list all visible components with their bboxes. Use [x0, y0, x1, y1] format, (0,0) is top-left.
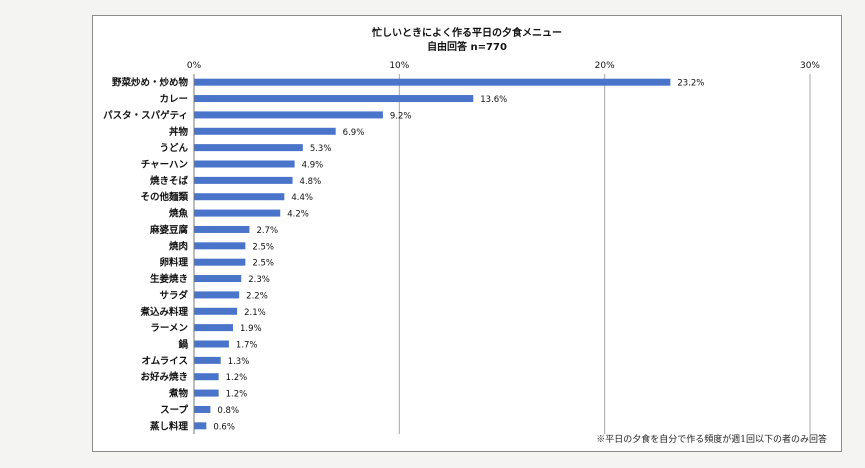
footnote: ※平日の夕食を自分で作る頻度が週1回以下の者のみ回答: [596, 435, 827, 445]
value-label: 4.2%: [287, 210, 309, 220]
category-label: 麻婆豆腐: [149, 224, 189, 236]
bar: [194, 144, 303, 152]
category-label: 生姜焼き: [150, 273, 188, 285]
value-label: 2.2%: [246, 291, 268, 301]
category-label: カレー: [159, 94, 188, 105]
category-label: スープ: [160, 404, 188, 416]
value-label: 2.1%: [244, 308, 266, 318]
x-tick-label: 30%: [800, 61, 820, 71]
bar: [194, 258, 246, 266]
value-label: 13.6%: [480, 95, 507, 105]
value-label: 2.5%: [252, 259, 274, 269]
bar-chart: 0% 10% 20% 30% 野菜炒め・炒め物 23.2% カレー 13.6% パスタ・スパゲテ…: [103, 61, 820, 434]
category-label: チャーハン: [141, 160, 188, 171]
category-label: その他麺類: [140, 191, 188, 203]
category-label: 焼肉: [169, 240, 188, 252]
value-label: 9.2%: [390, 111, 412, 121]
bar: [194, 111, 383, 119]
bar: [194, 324, 234, 332]
bar: [194, 242, 246, 250]
category-label: 焼魚: [169, 208, 189, 220]
x-tick-label: 20%: [595, 61, 615, 71]
value-label: 23.2%: [677, 79, 704, 89]
chart-subtitle: 自由回答 n=770: [427, 42, 507, 53]
category-label: 野菜炒め・炒め物: [112, 77, 189, 89]
category-label: オムライス: [142, 356, 188, 367]
category-label: うどん: [159, 142, 188, 154]
value-label: 6.9%: [343, 128, 365, 138]
value-label: 4.8%: [300, 177, 322, 187]
category-label: 焼きそば: [150, 175, 189, 187]
value-label: 4.4%: [291, 193, 313, 203]
bar: [194, 78, 671, 86]
bar: [194, 160, 295, 168]
x-tick-label: 10%: [389, 61, 409, 71]
value-label: 0.8%: [217, 406, 239, 416]
bar: [194, 176, 293, 184]
value-label: 1.9%: [240, 324, 262, 334]
bar: [194, 291, 240, 299]
category-label: 煮物: [168, 388, 189, 400]
bar: [194, 307, 238, 315]
bar: [194, 209, 281, 217]
category-label: 丼物: [169, 126, 189, 138]
bar: [194, 95, 474, 103]
bar: [194, 422, 207, 430]
category-label: パスタ・スパゲティ: [103, 109, 188, 121]
category-label: 蒸し料理: [150, 420, 189, 432]
bar: [194, 193, 285, 201]
category-label: ラーメン: [150, 323, 188, 334]
category-label: 煮込み料理: [139, 306, 188, 318]
x-tick-label: 0%: [187, 61, 202, 71]
value-label: 1.3%: [228, 357, 250, 367]
bar: [194, 127, 336, 135]
value-label: 2.5%: [252, 242, 274, 252]
value-label: 0.6%: [213, 422, 235, 432]
bar: [194, 275, 242, 283]
category-label: お好み焼き: [140, 371, 188, 383]
category-label: サラダ: [159, 289, 188, 301]
chart-frame: 忙しいときによく作る平日の夕食メニュー 自由回答 n=770 0% 10% 20% 3…: [92, 15, 842, 452]
category-label: 卵料理: [159, 257, 188, 269]
value-label: 2.7%: [256, 226, 278, 236]
bar: [194, 389, 219, 397]
bar: [194, 340, 229, 348]
bar: [194, 373, 219, 381]
value-label: 1.2%: [226, 373, 248, 383]
value-label: 1.2%: [226, 390, 248, 400]
value-label: 4.9%: [302, 161, 324, 171]
value-label: 5.3%: [310, 144, 332, 154]
category-label: 鍋: [178, 339, 188, 351]
bar: [194, 405, 211, 413]
bar: [194, 356, 221, 364]
bar: [194, 225, 250, 233]
value-label: 2.3%: [248, 275, 270, 285]
chart-title: 忙しいときによく作る平日の夕食メニュー: [372, 28, 562, 39]
value-label: 1.7%: [236, 341, 258, 351]
